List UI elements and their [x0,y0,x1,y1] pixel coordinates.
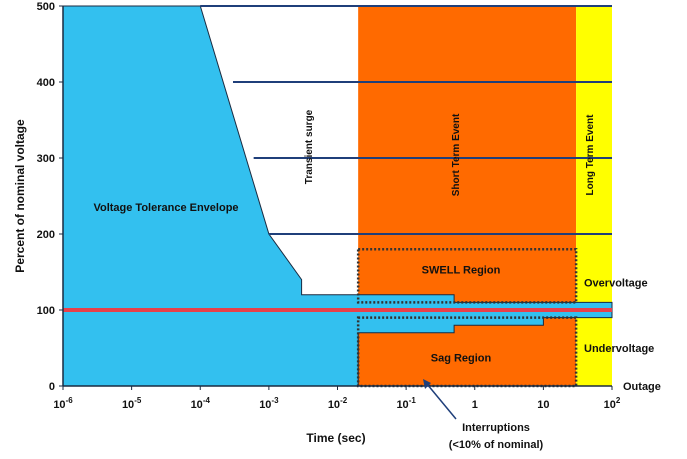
x-tick-label: 10-5 [122,396,142,411]
envelope-label: Voltage Tolerance Envelope [93,202,238,214]
overvoltage-label: Overvoltage [584,277,648,289]
swell-region-label: SWELL Region [422,265,501,277]
interruptions-arrow-head [423,379,431,389]
short-term-event-label: Short Term Event [451,113,462,196]
x-tick-label: 102 [604,396,621,411]
x-tick-label: 10-1 [396,396,416,411]
x-tick-label: 1 [472,399,478,411]
y-tick-label: 0 [49,381,55,393]
x-tick-label: 10-4 [191,396,211,411]
outage-label: Outage [623,381,661,393]
x-tick-label: 10-2 [328,396,348,411]
long-term-event-label: Long Term Event [585,114,596,196]
transient-surge-label: Transient surge [304,109,315,184]
y-tick-label: 100 [37,305,55,317]
long-term-event-region [576,6,612,386]
y-axis-title: Percent of nominal voltage [13,119,27,273]
x-tick-label: 10 [537,399,549,411]
x-tick-label: 10-6 [53,396,73,411]
sag-region-box [356,316,578,388]
interruptions-arrow-line [426,383,457,420]
y-tick-label: 500 [37,1,55,13]
interruptions-label: Interruptions [462,422,530,434]
x-axis-title: Time (sec) [306,431,365,445]
undervoltage-label: Undervoltage [584,343,654,355]
swell-region-box [356,247,578,304]
interruptions-sublabel: (<10% of nominal) [449,439,544,451]
y-tick-label: 200 [37,229,55,241]
y-tick-label: 300 [37,153,55,165]
y-tick-label: 400 [37,77,55,89]
sag-region-label: Sag Region [431,353,492,365]
x-tick-label: 10-3 [259,396,279,411]
